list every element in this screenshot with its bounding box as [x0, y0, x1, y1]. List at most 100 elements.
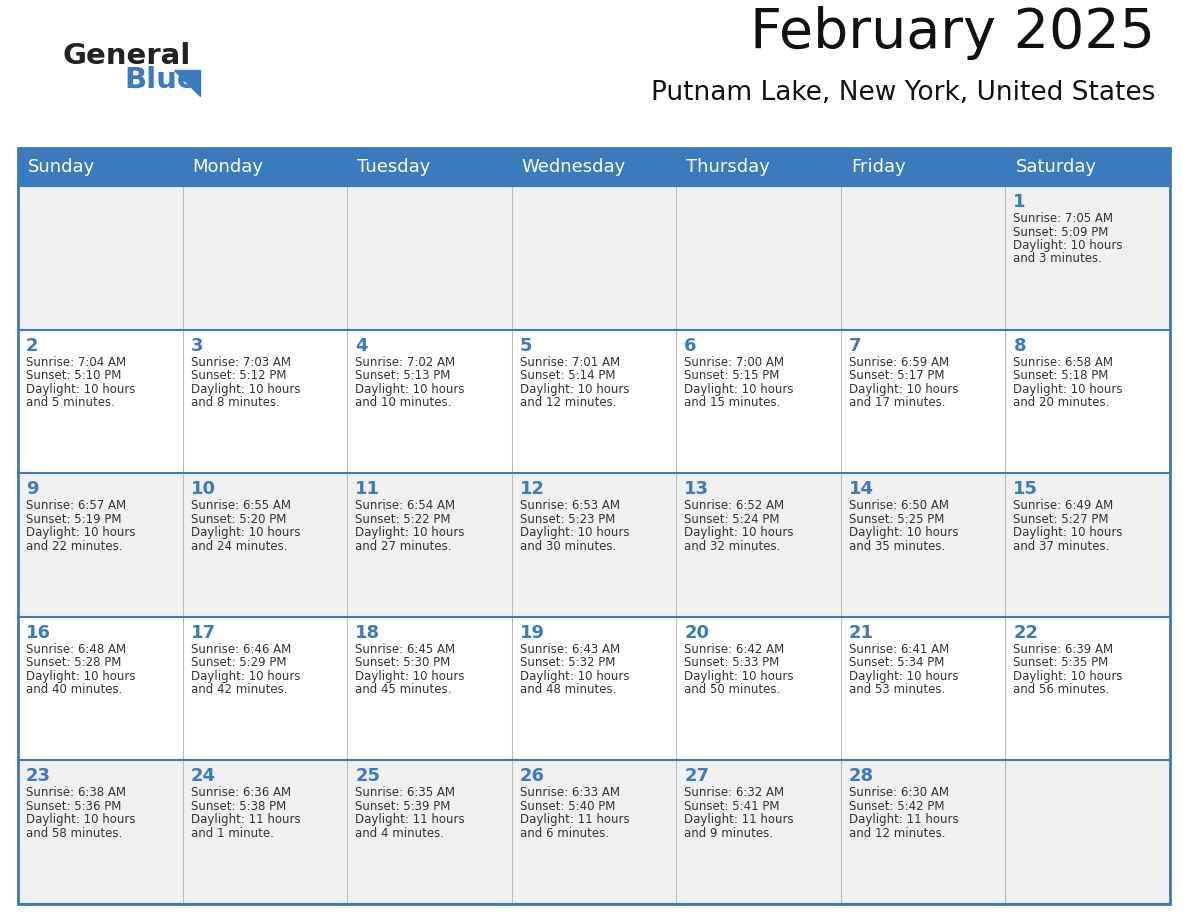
Text: 18: 18 — [355, 624, 380, 642]
Text: and 30 minutes.: and 30 minutes. — [519, 540, 615, 553]
Text: Sunset: 5:41 PM: Sunset: 5:41 PM — [684, 800, 779, 813]
Bar — [18, 148, 1170, 904]
Text: and 50 minutes.: and 50 minutes. — [684, 683, 781, 696]
Text: Sunset: 5:24 PM: Sunset: 5:24 PM — [684, 512, 779, 526]
Text: 10: 10 — [190, 480, 215, 498]
Text: Daylight: 11 hours: Daylight: 11 hours — [355, 813, 465, 826]
Text: Sunset: 5:39 PM: Sunset: 5:39 PM — [355, 800, 450, 813]
Text: Sunset: 5:25 PM: Sunset: 5:25 PM — [849, 512, 944, 526]
Text: and 24 minutes.: and 24 minutes. — [190, 540, 287, 553]
Text: 13: 13 — [684, 480, 709, 498]
Text: Sunrise: 6:54 AM: Sunrise: 6:54 AM — [355, 499, 455, 512]
Text: Sunrise: 6:43 AM: Sunrise: 6:43 AM — [519, 643, 620, 655]
Text: Sunset: 5:18 PM: Sunset: 5:18 PM — [1013, 369, 1108, 382]
Text: Sunset: 5:23 PM: Sunset: 5:23 PM — [519, 512, 615, 526]
Text: 12: 12 — [519, 480, 545, 498]
Text: Daylight: 10 hours: Daylight: 10 hours — [355, 383, 465, 396]
Text: Daylight: 11 hours: Daylight: 11 hours — [849, 813, 959, 826]
Text: and 27 minutes.: and 27 minutes. — [355, 540, 451, 553]
Text: 8: 8 — [1013, 337, 1026, 354]
Text: Sunrise: 6:48 AM: Sunrise: 6:48 AM — [26, 643, 126, 655]
Text: Sunset: 5:09 PM: Sunset: 5:09 PM — [1013, 226, 1108, 239]
Text: Daylight: 10 hours: Daylight: 10 hours — [26, 813, 135, 826]
Text: and 32 minutes.: and 32 minutes. — [684, 540, 781, 553]
Text: Blue: Blue — [124, 66, 197, 94]
Text: and 42 minutes.: and 42 minutes. — [190, 683, 287, 696]
Text: Sunrise: 6:41 AM: Sunrise: 6:41 AM — [849, 643, 949, 655]
Text: Daylight: 10 hours: Daylight: 10 hours — [1013, 383, 1123, 396]
Text: Sunset: 5:15 PM: Sunset: 5:15 PM — [684, 369, 779, 382]
Text: Daylight: 10 hours: Daylight: 10 hours — [355, 526, 465, 539]
Text: Sunset: 5:29 PM: Sunset: 5:29 PM — [190, 656, 286, 669]
Text: Sunrise: 6:30 AM: Sunrise: 6:30 AM — [849, 787, 949, 800]
Text: 17: 17 — [190, 624, 215, 642]
Text: 9: 9 — [26, 480, 38, 498]
Text: 4: 4 — [355, 337, 367, 354]
Text: Sunrise: 6:59 AM: Sunrise: 6:59 AM — [849, 355, 949, 369]
Text: Sunrise: 7:03 AM: Sunrise: 7:03 AM — [190, 355, 291, 369]
Text: Saturday: Saturday — [1016, 158, 1097, 176]
Text: 2: 2 — [26, 337, 38, 354]
Text: Sunset: 5:33 PM: Sunset: 5:33 PM — [684, 656, 779, 669]
Text: Daylight: 10 hours: Daylight: 10 hours — [190, 670, 301, 683]
Text: 11: 11 — [355, 480, 380, 498]
Text: and 22 minutes.: and 22 minutes. — [26, 540, 122, 553]
Text: Daylight: 10 hours: Daylight: 10 hours — [26, 383, 135, 396]
Text: Daylight: 10 hours: Daylight: 10 hours — [684, 383, 794, 396]
Text: and 37 minutes.: and 37 minutes. — [1013, 540, 1110, 553]
Text: Sunset: 5:35 PM: Sunset: 5:35 PM — [1013, 656, 1108, 669]
Text: 15: 15 — [1013, 480, 1038, 498]
Text: Sunset: 5:13 PM: Sunset: 5:13 PM — [355, 369, 450, 382]
Text: 23: 23 — [26, 767, 51, 786]
Bar — [18, 760, 1170, 904]
Text: 6: 6 — [684, 337, 697, 354]
Text: Daylight: 10 hours: Daylight: 10 hours — [519, 526, 630, 539]
Text: Sunrise: 7:05 AM: Sunrise: 7:05 AM — [1013, 212, 1113, 225]
Text: and 12 minutes.: and 12 minutes. — [849, 827, 946, 840]
Text: Sunset: 5:12 PM: Sunset: 5:12 PM — [190, 369, 286, 382]
Text: Daylight: 11 hours: Daylight: 11 hours — [519, 813, 630, 826]
Bar — [18, 473, 1170, 617]
Text: Sunrise: 6:50 AM: Sunrise: 6:50 AM — [849, 499, 949, 512]
Text: and 56 minutes.: and 56 minutes. — [1013, 683, 1110, 696]
Text: Daylight: 10 hours: Daylight: 10 hours — [355, 670, 465, 683]
Text: and 8 minutes.: and 8 minutes. — [190, 396, 279, 409]
Bar — [18, 148, 1170, 186]
Text: Sunrise: 6:42 AM: Sunrise: 6:42 AM — [684, 643, 784, 655]
Text: and 12 minutes.: and 12 minutes. — [519, 396, 617, 409]
Text: 20: 20 — [684, 624, 709, 642]
Text: and 20 minutes.: and 20 minutes. — [1013, 396, 1110, 409]
Text: and 3 minutes.: and 3 minutes. — [1013, 252, 1102, 265]
Text: Sunrise: 7:01 AM: Sunrise: 7:01 AM — [519, 355, 620, 369]
Text: Sunrise: 7:00 AM: Sunrise: 7:00 AM — [684, 355, 784, 369]
Text: Sunrise: 6:45 AM: Sunrise: 6:45 AM — [355, 643, 455, 655]
Text: Sunset: 5:19 PM: Sunset: 5:19 PM — [26, 512, 121, 526]
Text: Putnam Lake, New York, United States: Putnam Lake, New York, United States — [651, 80, 1155, 106]
Text: Sunrise: 6:55 AM: Sunrise: 6:55 AM — [190, 499, 291, 512]
Text: and 40 minutes.: and 40 minutes. — [26, 683, 122, 696]
Text: and 4 minutes.: and 4 minutes. — [355, 827, 444, 840]
Text: Daylight: 10 hours: Daylight: 10 hours — [849, 383, 959, 396]
Text: General: General — [62, 42, 190, 70]
Text: Tuesday: Tuesday — [358, 158, 430, 176]
Text: Daylight: 10 hours: Daylight: 10 hours — [26, 526, 135, 539]
Text: 1: 1 — [1013, 193, 1026, 211]
Text: Sunset: 5:10 PM: Sunset: 5:10 PM — [26, 369, 121, 382]
Text: Daylight: 11 hours: Daylight: 11 hours — [190, 813, 301, 826]
Text: Sunset: 5:17 PM: Sunset: 5:17 PM — [849, 369, 944, 382]
Text: Daylight: 10 hours: Daylight: 10 hours — [1013, 239, 1123, 252]
Text: Sunrise: 6:58 AM: Sunrise: 6:58 AM — [1013, 355, 1113, 369]
Text: Sunrise: 7:02 AM: Sunrise: 7:02 AM — [355, 355, 455, 369]
Text: Sunset: 5:32 PM: Sunset: 5:32 PM — [519, 656, 615, 669]
Text: and 48 minutes.: and 48 minutes. — [519, 683, 617, 696]
Text: Sunset: 5:40 PM: Sunset: 5:40 PM — [519, 800, 615, 813]
Text: Friday: Friday — [851, 158, 905, 176]
Text: Sunset: 5:38 PM: Sunset: 5:38 PM — [190, 800, 286, 813]
Text: Sunrise: 6:57 AM: Sunrise: 6:57 AM — [26, 499, 126, 512]
Text: Monday: Monday — [192, 158, 264, 176]
Bar — [18, 186, 1170, 330]
Bar — [18, 330, 1170, 473]
Text: 7: 7 — [849, 337, 861, 354]
Text: Sunrise: 6:36 AM: Sunrise: 6:36 AM — [190, 787, 291, 800]
Text: and 15 minutes.: and 15 minutes. — [684, 396, 781, 409]
